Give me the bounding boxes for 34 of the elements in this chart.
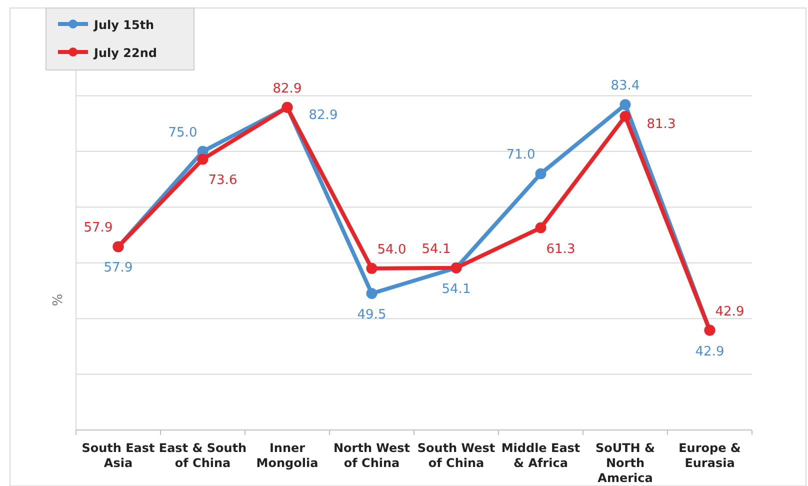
data-label: 54.1: [422, 242, 451, 257]
legend-label: July 22nd: [93, 46, 157, 60]
x-tick-label: South East Asia: [82, 441, 156, 470]
point: [197, 154, 208, 165]
point: [620, 99, 631, 110]
data-label: 83.4: [610, 78, 640, 94]
data-label: 82.9: [272, 81, 302, 96]
data-label: 49.5: [357, 308, 386, 322]
x-tick-label: East & South of China: [158, 441, 247, 470]
x-tick-label: North West of China: [334, 441, 410, 470]
data-label: 54.1: [442, 282, 471, 297]
x-tick-label: Europe & Eurasia: [678, 441, 741, 470]
data-label: 71.0: [506, 148, 536, 163]
x-tick-label: Inner Mongolia: [256, 441, 318, 470]
point: [366, 288, 378, 299]
data-label: 57.9: [84, 220, 113, 236]
data-label: 75.0: [168, 125, 198, 140]
data-label: 42.9: [695, 344, 724, 360]
x-tick-label: South West of China: [417, 441, 496, 470]
point: [535, 222, 546, 234]
data-label: 61.3: [546, 242, 576, 257]
data-label: 42.9: [715, 304, 744, 320]
data-label: 82.9: [308, 108, 338, 124]
x-tick-label: Middle East & Africa: [501, 441, 580, 470]
point: [620, 110, 631, 122]
data-label: 73.6: [208, 173, 238, 188]
y-axis-title: %: [51, 294, 66, 306]
x-tick-label: SoUTH & North America: [595, 441, 656, 485]
point: [535, 168, 546, 180]
data-label: 54.0: [377, 242, 406, 258]
legend-label: July 15th: [93, 18, 154, 32]
data-label: 81.3: [646, 116, 676, 132]
point: [366, 262, 378, 274]
data-label: 57.9: [104, 260, 133, 276]
